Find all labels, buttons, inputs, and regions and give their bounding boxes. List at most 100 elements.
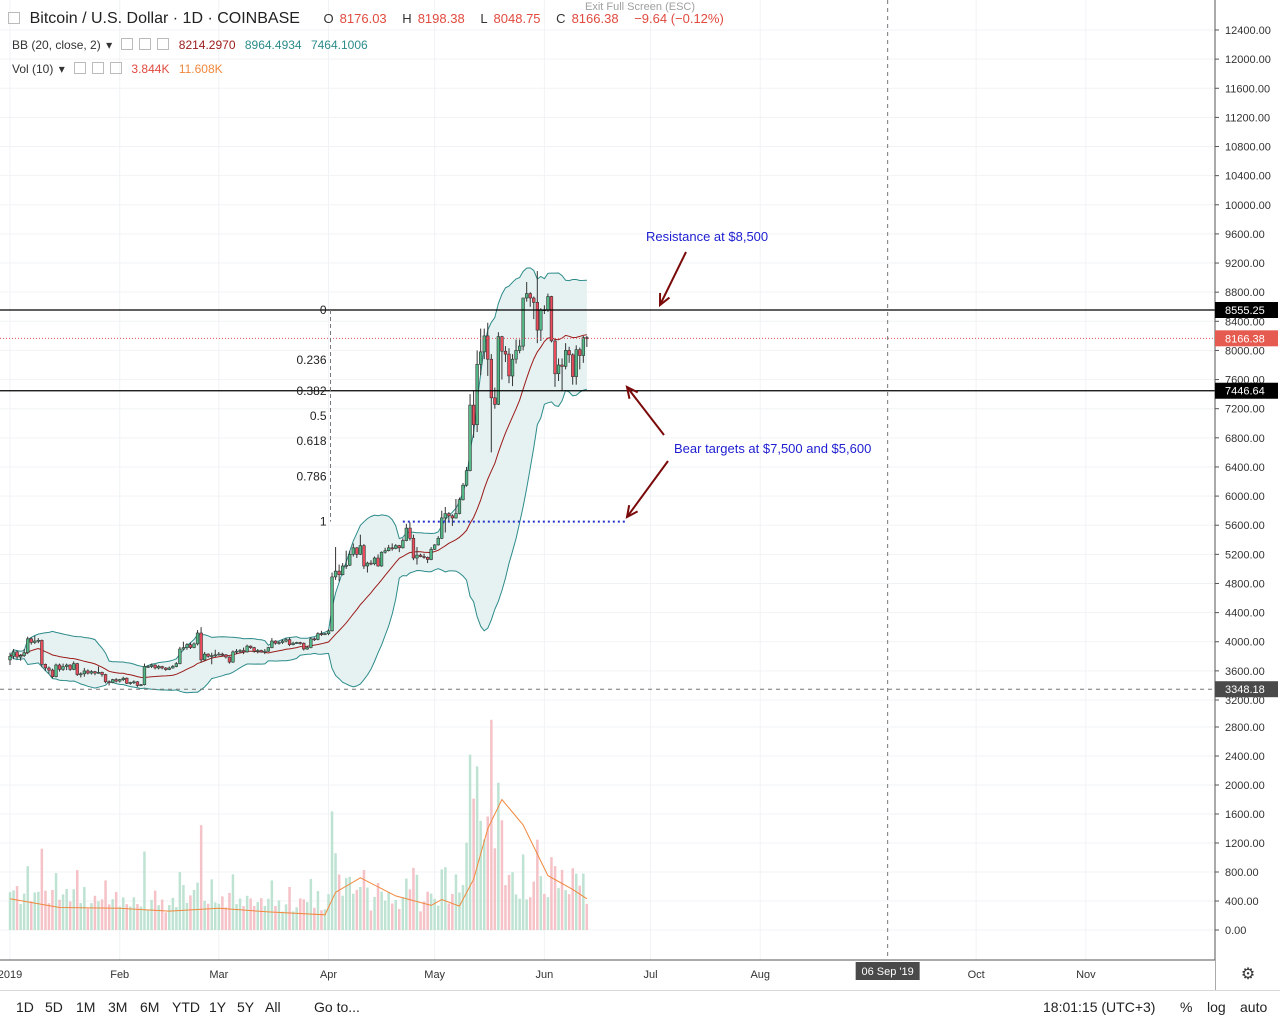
crosshair-price-badge-text: 3348.18 bbox=[1225, 684, 1265, 696]
price-tick-label: 12400.00 bbox=[1225, 25, 1271, 37]
symbol-title[interactable]: Bitcoin / U.S. Dollar · 1D · COINBASE bbox=[29, 10, 300, 27]
candle-body bbox=[75, 663, 79, 675]
volume-bar bbox=[539, 876, 543, 930]
range-5y[interactable]: 5Y bbox=[237, 999, 255, 1015]
candle-body bbox=[270, 640, 274, 648]
candle-body bbox=[510, 358, 515, 377]
range-1d[interactable]: 1D bbox=[16, 999, 34, 1015]
range-5d[interactable]: 5D bbox=[45, 999, 63, 1015]
candle-body bbox=[443, 513, 447, 519]
volume-bar bbox=[281, 911, 284, 930]
candle bbox=[464, 466, 469, 487]
volume-bar bbox=[525, 899, 528, 930]
settings-icon[interactable] bbox=[139, 38, 152, 50]
candle-body bbox=[185, 644, 189, 648]
volume-bar bbox=[514, 894, 518, 930]
candle-body bbox=[344, 564, 348, 567]
candle-body bbox=[210, 655, 214, 657]
candle bbox=[125, 677, 129, 684]
range-1m[interactable]: 1M bbox=[76, 999, 96, 1015]
candle-body bbox=[475, 363, 479, 425]
candle bbox=[340, 563, 345, 576]
candle bbox=[121, 676, 125, 682]
price-tick-label: 9600.00 bbox=[1225, 229, 1265, 241]
candle-body bbox=[394, 545, 398, 549]
settings-icon[interactable] bbox=[92, 62, 105, 74]
volume-bar bbox=[242, 906, 245, 930]
candle bbox=[383, 547, 387, 554]
chevron-down-icon[interactable]: ▾ bbox=[106, 38, 113, 52]
candle-body bbox=[567, 350, 571, 356]
volume-bar bbox=[40, 848, 44, 930]
clock-timezone[interactable]: 18:01:15 (UTC+3) bbox=[1043, 999, 1156, 1015]
volume-bar bbox=[189, 895, 192, 930]
volume-bar bbox=[182, 885, 185, 930]
auto-toggle[interactable]: auto bbox=[1240, 999, 1268, 1015]
candle-body bbox=[82, 670, 87, 675]
close-icon[interactable] bbox=[157, 38, 170, 50]
volume-bar bbox=[217, 903, 221, 930]
volume-bar bbox=[437, 905, 440, 930]
candle bbox=[563, 343, 568, 370]
resistance-annotation[interactable]: Resistance at $8,500 bbox=[646, 229, 768, 244]
chevron-down-icon[interactable]: ▾ bbox=[58, 62, 65, 76]
log-toggle[interactable]: log bbox=[1207, 999, 1226, 1015]
volume-bar bbox=[309, 878, 313, 930]
candle bbox=[333, 547, 338, 580]
candle-body bbox=[287, 639, 292, 645]
candle-body bbox=[503, 350, 508, 355]
candle-body bbox=[471, 404, 476, 426]
exit-fullscreen-hint[interactable]: Exit Full Screen (ESC) bbox=[585, 1, 696, 13]
close-icon[interactable] bbox=[110, 62, 123, 74]
volume-bar bbox=[267, 898, 270, 930]
bollinger-basis-line bbox=[9, 334, 587, 679]
price-axis[interactable]: 12400.00 12000.00 11600.00 11200.00 10800.00… bbox=[1214, 0, 1280, 990]
percent-toggle[interactable]: % bbox=[1180, 999, 1193, 1015]
goto-button[interactable]: Go to... bbox=[314, 999, 360, 1015]
candle-body bbox=[206, 653, 210, 657]
volume-bar bbox=[22, 893, 26, 930]
volume-bar bbox=[468, 754, 472, 930]
candle-body bbox=[546, 296, 550, 311]
bb-indicator-label[interactable]: BB (20, close, 2) bbox=[12, 38, 101, 52]
candle-body bbox=[217, 653, 221, 656]
range-all[interactable]: All bbox=[265, 999, 281, 1015]
volume-bar bbox=[408, 889, 412, 930]
candle-body bbox=[50, 669, 55, 677]
candle-body bbox=[556, 364, 561, 374]
candle-body bbox=[125, 677, 129, 684]
candle bbox=[149, 663, 154, 668]
volume-bar bbox=[582, 873, 585, 930]
vol-indicator-label[interactable]: Vol (10) bbox=[12, 62, 54, 76]
range-3m[interactable]: 3M bbox=[108, 999, 128, 1015]
candle bbox=[181, 641, 186, 651]
candle-body bbox=[358, 545, 363, 555]
change-value: −9.64 (−0.12%) bbox=[634, 11, 724, 26]
volume-bar bbox=[337, 874, 341, 930]
volume-bar bbox=[270, 880, 274, 930]
candle-body bbox=[432, 544, 437, 550]
volume-bar bbox=[422, 901, 426, 930]
range-1y[interactable]: 1Y bbox=[209, 999, 227, 1015]
annotation-arrow bbox=[659, 251, 687, 306]
open-value: 8176.03 bbox=[339, 11, 387, 26]
candle bbox=[65, 663, 69, 671]
candle-body bbox=[178, 648, 182, 664]
candle-body bbox=[65, 664, 69, 667]
time-tick-label: Mar bbox=[209, 969, 228, 981]
range-6m[interactable]: 6M bbox=[140, 999, 160, 1015]
candle bbox=[560, 358, 564, 391]
collapse-icon[interactable] bbox=[8, 12, 20, 24]
candle bbox=[26, 636, 30, 655]
candle-body bbox=[348, 553, 352, 566]
candle bbox=[411, 534, 416, 561]
candle-body bbox=[188, 644, 193, 648]
eye-icon[interactable] bbox=[121, 38, 134, 50]
range-ytd[interactable]: YTD bbox=[172, 999, 200, 1015]
time-axis[interactable]: 2019 Feb Mar Apr May Jun Jul Aug Oct Nov 06 Sep '1… bbox=[0, 959, 1255, 990]
candle-body bbox=[560, 364, 564, 367]
bear-targets-annotation[interactable]: Bear targets at $7,500 and $5,600 bbox=[674, 441, 871, 456]
time-tick-label: May bbox=[424, 969, 445, 981]
eye-icon[interactable] bbox=[74, 62, 87, 74]
